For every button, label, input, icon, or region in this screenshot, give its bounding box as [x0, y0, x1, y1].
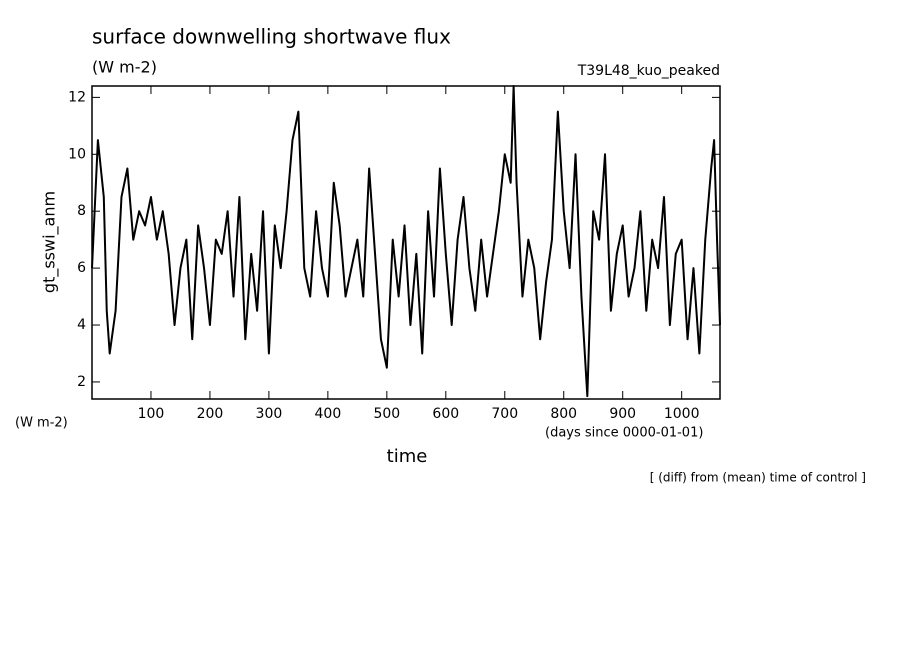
- x-tick-label: 600: [432, 406, 459, 422]
- y-tick-label: 8: [77, 203, 86, 219]
- y-axis-label: gt_sswi_anm: [40, 191, 60, 293]
- x-axis-label: time: [387, 446, 428, 467]
- y-unit: (W m-2): [15, 416, 68, 431]
- subtitle: (W m-2): [92, 58, 157, 77]
- y-tick-label: 4: [77, 317, 86, 333]
- x-tick-label: 400: [315, 406, 342, 422]
- y-tick-label: 12: [68, 89, 86, 105]
- x-tick-label: 700: [491, 406, 518, 422]
- x-tick-label: 500: [373, 406, 400, 422]
- footer: [ (diff) from (mean) time of control ]: [650, 471, 866, 485]
- data-line: [91, 85, 721, 398]
- x-tick-label: 1000: [664, 406, 700, 422]
- y-tick-label: 6: [77, 260, 86, 276]
- chart-title: surface downwelling shortwave flux: [92, 25, 451, 49]
- y-tick-label: 10: [68, 146, 86, 162]
- run-label: T39L48_kuo_peaked: [577, 63, 720, 79]
- y-tick-label: 2: [77, 374, 86, 390]
- x-tick-label: 800: [550, 406, 577, 422]
- x-tick-label: 900: [609, 406, 636, 422]
- x-tick-label: 300: [256, 406, 283, 422]
- x-tick-label: 100: [138, 406, 165, 422]
- x-unit: (days since 0000-01-01): [545, 426, 703, 441]
- plot-frame: [91, 85, 721, 400]
- x-tick-label: 200: [197, 406, 224, 422]
